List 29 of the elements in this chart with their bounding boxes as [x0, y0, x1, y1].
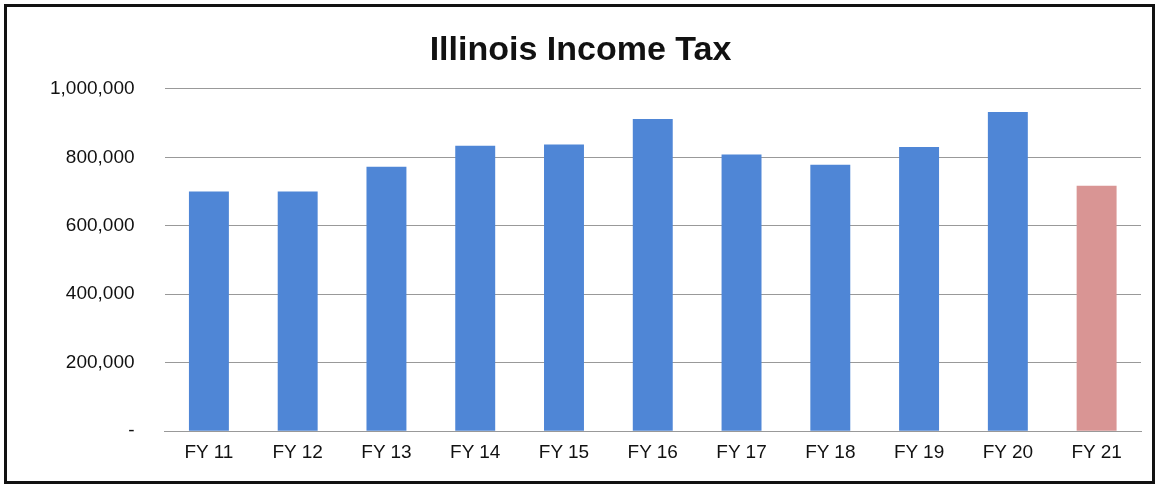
y-tick-label: 200,000 [65, 350, 135, 372]
y-tick-label: 600,000 [65, 213, 135, 235]
x-tick-label: FY 15 [538, 440, 590, 462]
x-tick-label: FY 11 [184, 440, 234, 462]
x-tick-label: FY 21 [1071, 440, 1122, 462]
bar [899, 147, 940, 431]
bar [810, 164, 851, 431]
bar [366, 166, 407, 431]
x-tick-label: FY 14 [450, 440, 501, 462]
y-tick-label: 800,000 [65, 145, 135, 167]
bar [455, 145, 496, 431]
x-tick-label: FY 18 [805, 440, 856, 462]
bar [721, 154, 762, 431]
x-tick-label: FY 12 [272, 440, 323, 462]
y-tick-label: - [128, 419, 135, 441]
x-tick-label: FY 20 [982, 440, 1034, 462]
chart-title: Illinois Income Tax [429, 28, 732, 67]
bar [987, 112, 1028, 431]
bar [632, 118, 673, 431]
bar [277, 191, 318, 431]
bar [544, 144, 584, 431]
x-tick-label: FY 13 [361, 440, 412, 462]
x-tick-label: FY 19 [893, 440, 945, 462]
bar [188, 191, 229, 431]
x-tick-label: FY 17 [716, 440, 767, 462]
y-tick-label: 400,000 [65, 282, 135, 304]
x-tick-label: FY 16 [627, 440, 678, 462]
bar [1076, 185, 1117, 431]
y-tick-label: 1,000,000 [49, 77, 135, 99]
